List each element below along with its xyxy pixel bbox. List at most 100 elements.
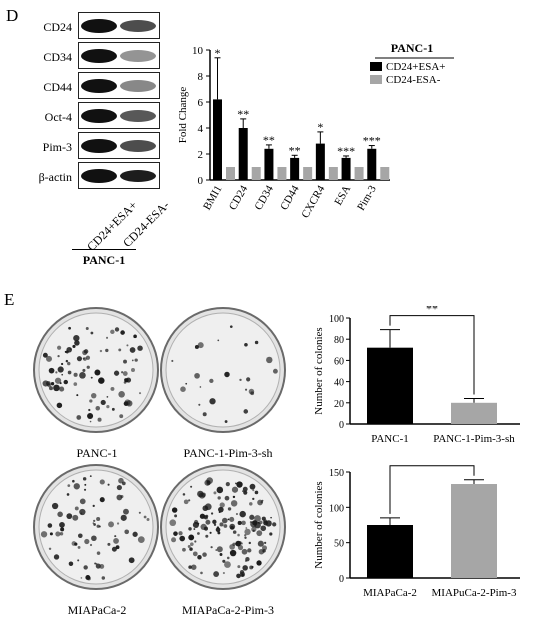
blot-label: Oct-4: [44, 110, 72, 124]
colony: [76, 394, 79, 397]
colony: [243, 490, 248, 495]
colony: [224, 561, 231, 568]
colony: [266, 356, 273, 364]
colony: [203, 526, 208, 531]
y-tick-label: 100: [329, 503, 344, 514]
colony: [126, 344, 129, 347]
colony: [199, 386, 202, 388]
colony: [110, 329, 115, 335]
colony: [231, 486, 239, 493]
colony: [256, 560, 262, 566]
colony: [84, 483, 87, 486]
colony: [204, 503, 212, 511]
colony: [83, 565, 88, 570]
colony: [122, 371, 128, 376]
y-tick-label: 0: [198, 175, 204, 187]
significance-mark: **: [289, 143, 301, 157]
y-tick-label: 2: [198, 149, 204, 161]
colony: [55, 531, 61, 537]
colony: [217, 531, 221, 535]
colony: [239, 510, 246, 518]
colony: [116, 494, 123, 501]
band-lane-1: [81, 169, 117, 183]
x-tick-label: PANC-1-Pim-3-sh: [433, 433, 515, 445]
significance-mark: **: [263, 133, 275, 147]
colony: [119, 414, 124, 419]
colony: [56, 402, 63, 409]
blot-strip: [78, 42, 160, 69]
bar: [290, 157, 300, 180]
colony: [133, 334, 137, 339]
colony: [51, 502, 59, 510]
colony: [98, 377, 105, 384]
colony: [113, 538, 119, 544]
band-lane-1: [81, 79, 117, 93]
colony: [86, 576, 91, 581]
colony: [209, 531, 212, 534]
colony: [85, 327, 89, 331]
colony: [210, 512, 214, 515]
colony: [254, 340, 259, 345]
colony: [256, 530, 263, 537]
colony: [248, 541, 251, 545]
colony: [48, 547, 52, 551]
colony: [244, 536, 247, 539]
x-tick-label: CD44: [278, 183, 302, 212]
colony: [123, 359, 127, 364]
panel-d-letter: D: [6, 6, 19, 25]
significance-bracket: [389, 315, 475, 395]
colony: [232, 495, 236, 499]
colony: [249, 502, 253, 506]
colony: [188, 565, 192, 569]
colony: [85, 355, 91, 360]
colony: [192, 551, 198, 557]
plate-label-panc1: PANC-1: [76, 446, 118, 460]
colony: [61, 373, 64, 376]
colony: [188, 527, 192, 531]
colony: [42, 380, 49, 387]
colony: [171, 507, 178, 513]
colony: [118, 391, 125, 398]
colony: [215, 549, 218, 551]
colony: [236, 481, 243, 488]
colony: [244, 559, 248, 563]
y-tick-label: 8: [198, 71, 204, 83]
colony: [116, 485, 122, 491]
y-tick-label: 4: [198, 123, 204, 135]
colony: [202, 552, 207, 557]
colony: [73, 334, 80, 342]
y-tick-label: 0: [339, 574, 344, 585]
y-axis-label: Fold Change: [177, 87, 189, 144]
y-tick-label: 6: [198, 97, 204, 109]
colony-plates: [33, 307, 286, 590]
colony: [77, 545, 81, 549]
blot-label: CD34: [43, 50, 72, 64]
colony: [96, 516, 101, 522]
colony: [57, 366, 64, 373]
colony: [139, 392, 142, 395]
colony: [98, 525, 101, 528]
colony: [90, 392, 97, 399]
legend-swatch: [370, 75, 382, 84]
significance-mark: *: [215, 46, 221, 60]
colony: [107, 483, 110, 486]
blot-strip: [78, 12, 160, 39]
colony: [123, 508, 129, 515]
colony: [244, 534, 247, 537]
colony: [227, 518, 230, 521]
y-tick-label: 20: [334, 399, 344, 410]
colony: [232, 530, 237, 534]
petri-dish-rim: [165, 312, 281, 428]
colony: [123, 401, 129, 406]
colony: [57, 355, 60, 358]
colony: [95, 563, 101, 569]
colony: [89, 543, 93, 547]
colony: [47, 383, 52, 388]
blot-strip: [78, 102, 160, 129]
colony: [242, 565, 248, 571]
colony: [235, 542, 238, 545]
colony: [223, 524, 228, 528]
colony: [200, 571, 203, 575]
blot-strip: [78, 132, 160, 159]
colony: [66, 513, 73, 520]
